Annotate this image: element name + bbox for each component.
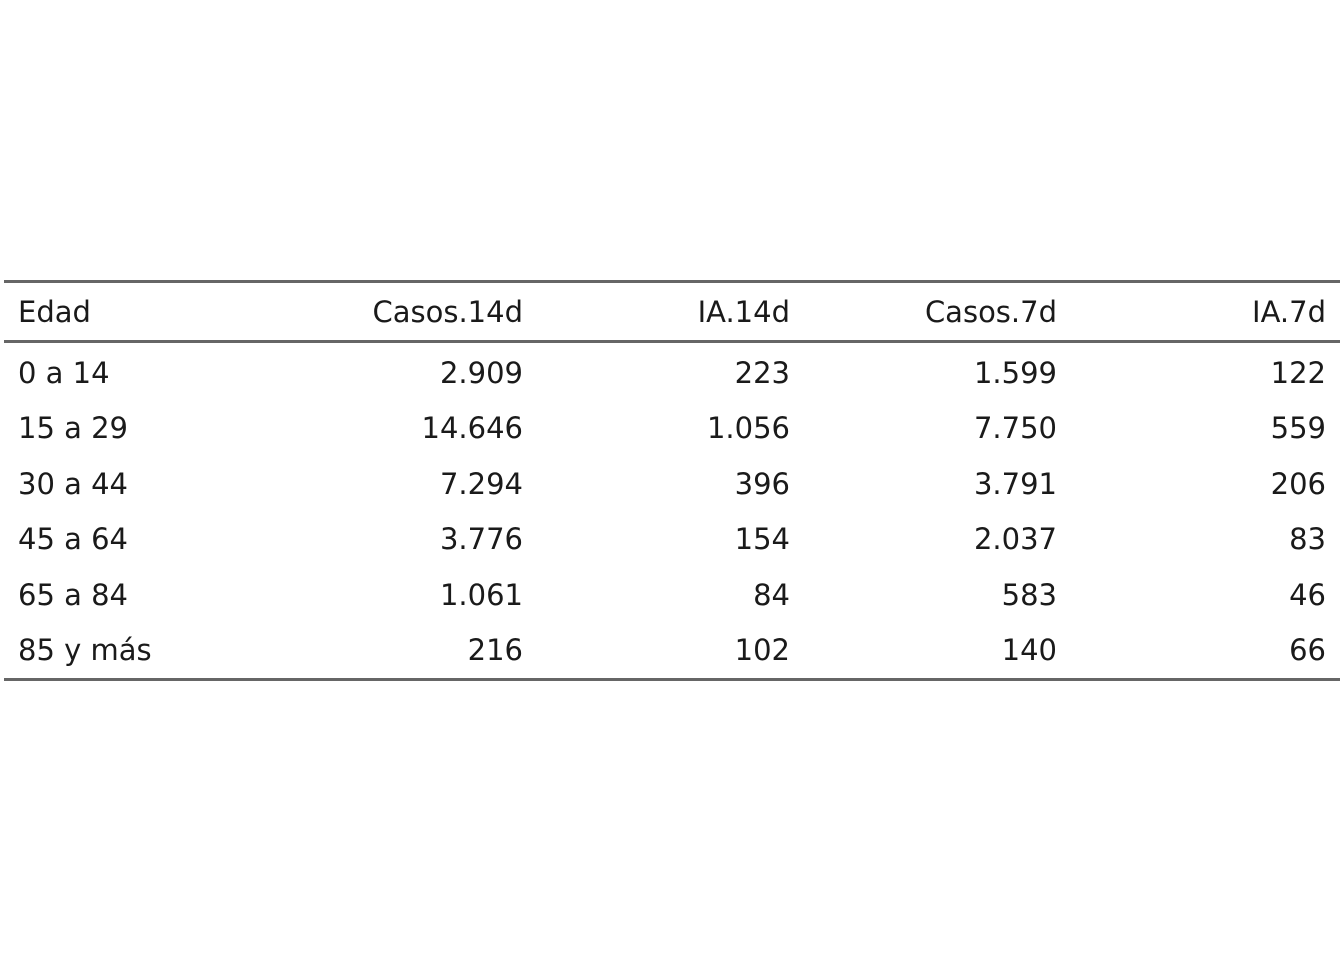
value-cell: 7.294 bbox=[439, 466, 523, 501]
table-row: 30 a 44 7.294 396 3.791 206 bbox=[4, 456, 1340, 512]
value-cell: 1.061 bbox=[439, 577, 523, 612]
value-cell: 140 bbox=[1001, 633, 1057, 668]
column-header: Casos.7d bbox=[924, 294, 1057, 329]
value-cell: 1.056 bbox=[706, 411, 790, 446]
value-cell: 2.037 bbox=[973, 522, 1057, 557]
table-header: Edad Casos.14d IA.14d Casos.7d IA.7d bbox=[4, 281, 1340, 342]
column-header: IA.14d bbox=[697, 294, 790, 329]
value-cell: 3.791 bbox=[973, 466, 1057, 501]
value-cell: 396 bbox=[734, 466, 790, 501]
value-cell: 84 bbox=[753, 577, 790, 612]
age-group-cell: 0 a 14 bbox=[18, 355, 110, 390]
table-row: 0 a 14 2.909 223 1.599 122 bbox=[4, 342, 1340, 401]
value-cell: 46 bbox=[1289, 577, 1326, 612]
value-cell: 206 bbox=[1270, 466, 1326, 501]
age-table-container: Edad Casos.14d IA.14d Casos.7d IA.7d 0 a 14 2… bbox=[4, 280, 1340, 681]
age-group-cell: 15 a 29 bbox=[18, 411, 129, 446]
age-group-cell: 85 y más bbox=[18, 633, 152, 668]
column-header: Edad bbox=[18, 294, 91, 329]
table-row: 85 y más 216 102 140 66 bbox=[4, 623, 1340, 680]
value-cell: 2.909 bbox=[439, 355, 523, 390]
table-row: 15 a 29 14.646 1.056 7.750 559 bbox=[4, 401, 1340, 457]
value-cell: 66 bbox=[1289, 633, 1326, 668]
value-cell: 223 bbox=[734, 355, 790, 390]
value-cell: 1.599 bbox=[973, 355, 1057, 390]
value-cell: 3.776 bbox=[439, 522, 523, 557]
value-cell: 14.646 bbox=[421, 411, 523, 446]
age-group-cell: 30 a 44 bbox=[18, 466, 129, 501]
column-header: Casos.14d bbox=[372, 294, 523, 329]
table-row: 65 a 84 1.061 84 583 46 bbox=[4, 567, 1340, 623]
age-cases-table: Edad Casos.14d IA.14d Casos.7d IA.7d 0 a 14 2… bbox=[4, 280, 1340, 681]
header-row: Edad Casos.14d IA.14d Casos.7d IA.7d bbox=[4, 281, 1340, 342]
value-cell: 102 bbox=[734, 633, 790, 668]
value-cell: 583 bbox=[1001, 577, 1057, 612]
value-cell: 559 bbox=[1270, 411, 1326, 446]
value-cell: 216 bbox=[467, 633, 523, 668]
column-header: IA.7d bbox=[1252, 294, 1326, 329]
age-group-cell: 45 a 64 bbox=[18, 522, 129, 557]
value-cell: 83 bbox=[1289, 522, 1326, 557]
value-cell: 154 bbox=[734, 522, 790, 557]
table-row: 45 a 64 3.776 154 2.037 83 bbox=[4, 512, 1340, 568]
table-body: 0 a 14 2.909 223 1.599 122 15 a 29 14.646 1.056… bbox=[4, 342, 1340, 680]
value-cell: 122 bbox=[1270, 355, 1326, 390]
value-cell: 7.750 bbox=[973, 411, 1057, 446]
age-group-cell: 65 a 84 bbox=[18, 577, 129, 612]
